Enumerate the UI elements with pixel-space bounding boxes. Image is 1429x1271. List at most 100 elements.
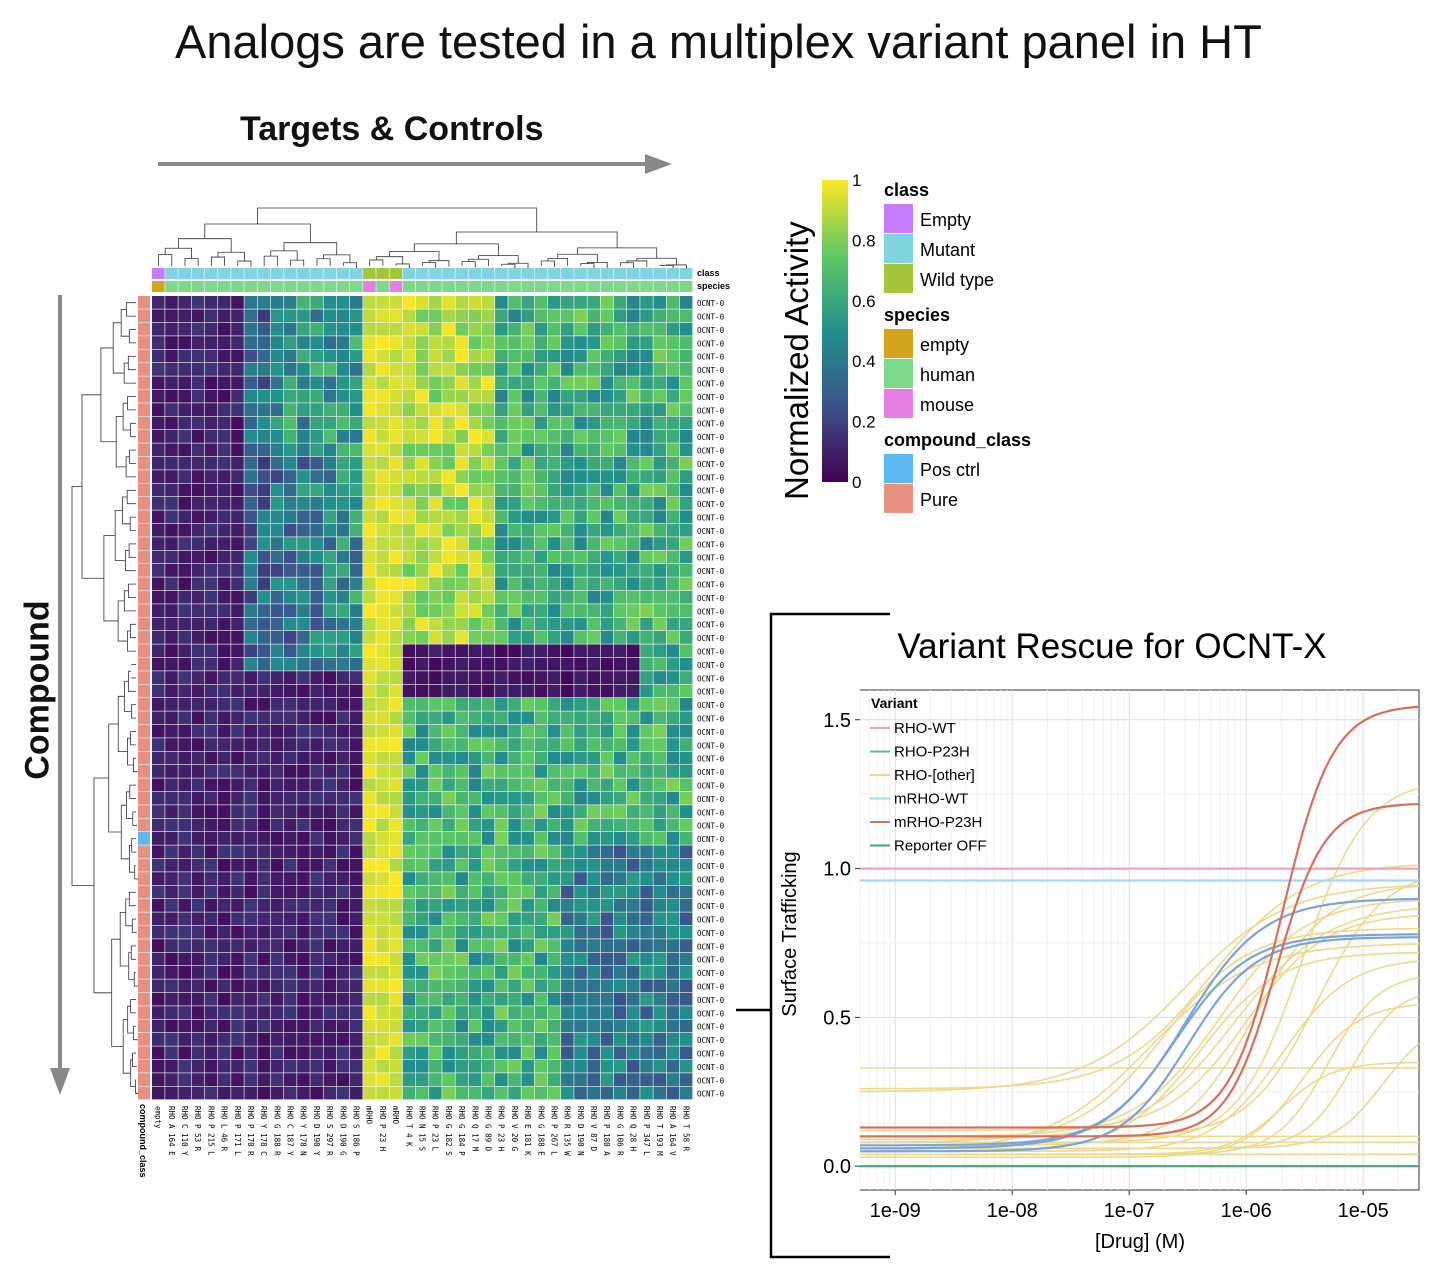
heatmap-cell: [244, 684, 257, 698]
heatmap-cell: [521, 376, 535, 390]
heatmap-cell: [442, 349, 455, 363]
heatmap-cell: [178, 1006, 191, 1019]
heatmap-cell: [178, 711, 191, 725]
heatmap-cell: [534, 564, 548, 577]
heatmap-cell: [521, 805, 535, 818]
heatmap-cell: [468, 765, 482, 778]
dendrogram-branch: [547, 257, 569, 266]
column-label: mRHO: [365, 1106, 374, 1125]
heatmap-cell: [204, 805, 218, 818]
heatmap-cell: [376, 309, 389, 323]
heatmap-cell: [349, 765, 363, 778]
heatmap-cell: [468, 791, 482, 805]
heatmap-cell: [508, 1073, 521, 1086]
heatmap-cell: [323, 1073, 337, 1086]
dendrogram-branch: [395, 263, 410, 269]
compound-class-cell: [138, 765, 150, 778]
heatmap-cell: [495, 1073, 508, 1086]
dendrogram-branch: [461, 261, 476, 268]
heatmap-cell: [231, 644, 244, 658]
heatmap-cell: [349, 872, 363, 885]
heatmap-cell: [429, 336, 442, 349]
heatmap-cell: [178, 604, 191, 617]
heatmap-cell: [165, 309, 178, 323]
heatmap-cell: [495, 1006, 508, 1019]
heatmap-cell: [244, 483, 257, 497]
heatmap-cell: [640, 590, 653, 604]
heatmap-cell: [587, 403, 601, 416]
heatmap-cell: [455, 925, 469, 939]
heatmap-cell: [191, 845, 205, 859]
heatmap-cell: [600, 778, 614, 792]
heatmap-cell: [653, 992, 667, 1006]
heatmap-cell: [653, 349, 667, 363]
heatmap-cell: [376, 751, 389, 765]
heatmap-cell: [270, 1073, 284, 1086]
row-label: OCNT-0: [697, 393, 725, 402]
heatmap-cell: [561, 577, 574, 591]
heatmap-cell: [231, 604, 244, 617]
heatmap-cell: [627, 296, 640, 309]
heatmap-cell: [653, 979, 667, 993]
heatmap-cell: [613, 992, 627, 1006]
heatmap-cell: [442, 657, 455, 671]
heatmap-cell: [574, 791, 587, 805]
heatmap-cell: [627, 523, 640, 537]
heatmap-cell: [495, 389, 508, 403]
heatmap-cell: [165, 657, 178, 671]
heatmap-cell: [640, 952, 653, 966]
heatmap-cell: [600, 791, 614, 805]
heatmap-cell: [165, 805, 178, 818]
heatmap-cell: [402, 765, 416, 778]
heatmap-cell: [415, 577, 429, 591]
heatmap-cell: [297, 336, 310, 349]
heatmap-cell: [336, 483, 350, 497]
heatmap-cell: [574, 296, 587, 309]
heatmap-cell: [613, 577, 627, 591]
heatmap-cell: [547, 818, 561, 832]
heatmap-cell: [666, 550, 680, 564]
heatmap-cell: [429, 564, 442, 577]
heatmap-cell: [521, 791, 535, 805]
heatmap-cell: [508, 657, 521, 671]
heatmap-cell: [547, 443, 561, 457]
heatmap-cell: [455, 1073, 469, 1086]
heatmap-cell: [627, 550, 640, 564]
row-label: OCNT-0: [697, 822, 725, 831]
dendrogram-branch: [122, 402, 131, 431]
heatmap-cell: [191, 1033, 205, 1046]
class-annotation-cell: [323, 268, 337, 279]
heatmap-cell: [600, 416, 614, 430]
heatmap-cell: [415, 443, 429, 457]
heatmap-cell: [178, 657, 191, 671]
heatmap-cell: [534, 631, 548, 644]
heatmap-cell: [297, 858, 310, 872]
heatmap-cell: [521, 738, 535, 751]
heatmap-cell: [679, 523, 693, 537]
heatmap-cell: [402, 1006, 416, 1019]
heatmap-cell: [323, 550, 337, 564]
heatmap-cell: [376, 430, 389, 443]
heatmap-cell: [270, 510, 284, 524]
heatmap-cell: [363, 577, 376, 591]
heatmap-cell: [495, 510, 508, 524]
heatmap-cell: [178, 1019, 191, 1033]
heatmap-cell: [640, 510, 653, 524]
heatmap-cell: [640, 550, 653, 564]
heatmap-cell: [257, 992, 271, 1006]
heatmap-cell: [613, 657, 627, 671]
dendrogram-branch: [122, 1019, 131, 1074]
column-labels: empty RHO A 164 E RHO C 110 Y RHO P 53 R RHO…: [154, 1106, 691, 1156]
heatmap-cell: [534, 738, 548, 751]
heatmap-cell: [336, 322, 350, 336]
heatmap-cell: [376, 899, 389, 912]
heatmap-cell: [323, 684, 337, 698]
heatmap-cell: [415, 309, 429, 323]
heatmap-cell: [297, 738, 310, 751]
heatmap-cell: [349, 644, 363, 658]
heatmap-cell: [297, 577, 310, 591]
heatmap-cell: [574, 416, 587, 430]
heatmap-cell: [613, 684, 627, 698]
heatmap-cell: [349, 363, 363, 376]
heatmap-cell: [508, 979, 521, 993]
